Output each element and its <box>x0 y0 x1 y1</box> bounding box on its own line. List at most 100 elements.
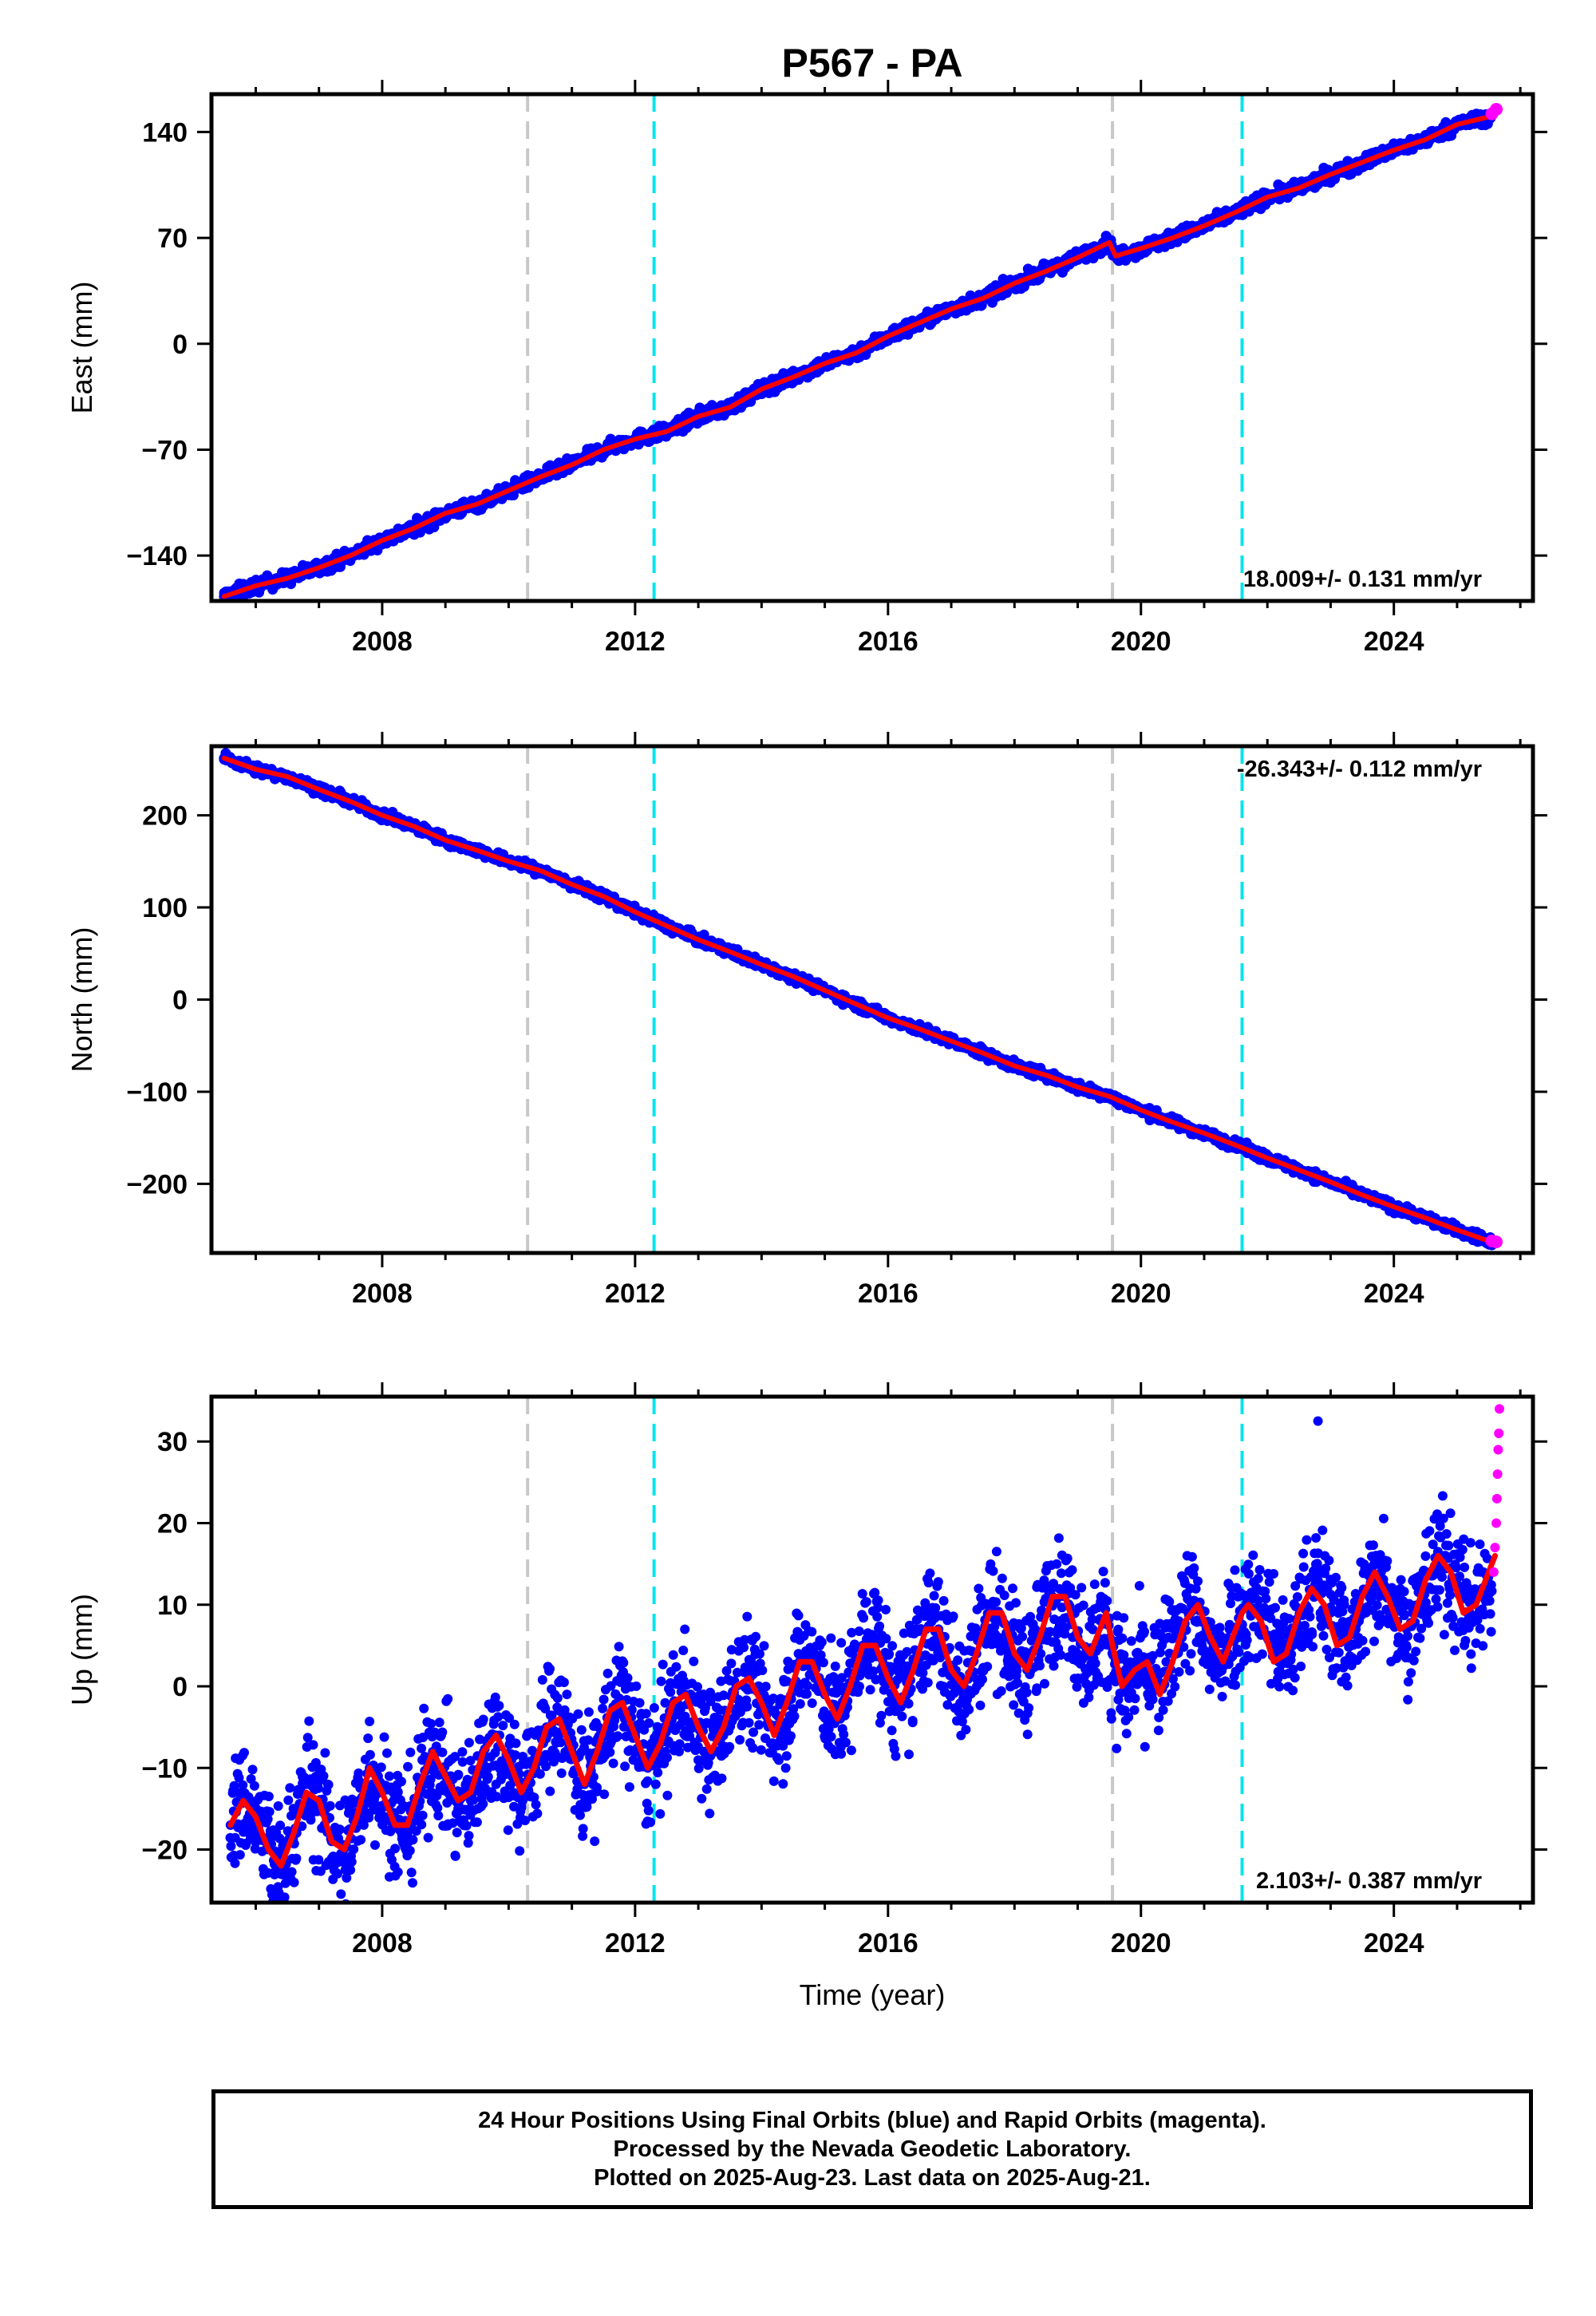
final-orbit-point <box>646 1817 656 1828</box>
final-orbit-point <box>453 1769 464 1780</box>
final-orbit-point <box>634 1697 645 1708</box>
final-orbit-point <box>649 1703 659 1713</box>
rapid-orbit-points <box>1485 102 1503 121</box>
final-orbit-point <box>286 1867 297 1877</box>
final-orbit-point <box>405 1845 415 1856</box>
final-orbit-point <box>576 1725 587 1735</box>
rapid-orbit-point <box>1490 1235 1503 1249</box>
final-orbit-point <box>504 1713 515 1723</box>
final-orbit-point <box>397 1777 406 1787</box>
final-orbit-point <box>478 1799 488 1809</box>
final-orbit-point <box>390 1844 401 1854</box>
x-tick-label: 2008 <box>352 626 413 657</box>
velocity-rate-label: 18.009+/- 0.131 mm/yr <box>1243 567 1482 592</box>
final-orbit-point <box>562 1690 572 1700</box>
final-orbit-point <box>313 1783 323 1793</box>
final-orbit-point <box>582 1802 592 1812</box>
final-orbit-point <box>511 1738 521 1749</box>
final-orbit-point <box>674 1739 685 1749</box>
final-orbit-point <box>417 1810 428 1820</box>
final-orbit-point <box>535 1769 545 1779</box>
final-orbit-point <box>620 1761 630 1772</box>
final-orbit-point <box>590 1836 600 1847</box>
final-orbit-point <box>545 1664 555 1674</box>
y-tick-label: −100 <box>126 1077 188 1108</box>
final-orbit-point <box>320 1748 330 1758</box>
final-orbit-point <box>239 1748 249 1758</box>
final-orbit-point <box>626 1705 637 1715</box>
y-tick-label: 70 <box>157 223 188 254</box>
final-orbit-point <box>310 1757 321 1768</box>
final-orbit-point <box>356 1835 366 1845</box>
model-fit-line <box>221 111 1498 599</box>
final-orbit-point <box>325 1800 335 1811</box>
final-orbit-point <box>650 1779 661 1789</box>
final-orbit-point <box>318 1771 329 1781</box>
final-orbit-point <box>532 1808 543 1819</box>
final-orbit-point <box>379 1732 389 1742</box>
rapid-orbit-points <box>1485 1234 1503 1249</box>
final-orbit-point <box>483 1772 493 1782</box>
final-orbit-point <box>598 1694 609 1705</box>
final-orbit-point <box>509 1801 519 1812</box>
final-orbit-point <box>622 1673 633 1683</box>
final-orbit-point <box>540 1704 551 1713</box>
final-orbit-point <box>434 1717 444 1728</box>
final-orbit-point <box>666 1687 676 1697</box>
final-orbit-point <box>417 1820 427 1830</box>
final-orbit-point <box>680 1624 690 1634</box>
final-orbit-point <box>452 1828 462 1838</box>
model-fit-line <box>221 756 1498 1245</box>
final-orbit-point <box>346 1865 356 1875</box>
plot-frame <box>209 92 1535 603</box>
final-orbit-point <box>382 1748 392 1758</box>
x-tick-label: 2020 <box>1111 1279 1171 1309</box>
final-orbit-point <box>426 1718 437 1729</box>
final-orbit-point <box>578 1824 588 1834</box>
final-orbit-point <box>289 1877 299 1887</box>
final-orbit-point <box>285 1783 295 1793</box>
final-orbit-point <box>349 1844 359 1855</box>
final-orbit-point <box>599 1789 610 1800</box>
x-tick-label: 2012 <box>605 626 666 657</box>
final-orbit-point <box>682 1742 693 1753</box>
final-orbit-point <box>624 1782 634 1792</box>
final-orbit-point <box>393 1787 403 1797</box>
final-orbit-point <box>643 1805 654 1816</box>
final-orbit-point <box>461 1820 472 1831</box>
final-orbit-point <box>342 1873 352 1883</box>
final-orbit-point <box>608 1758 618 1769</box>
final-orbit-point <box>263 1814 273 1824</box>
final-orbit-point <box>393 1867 403 1877</box>
final-orbit-point <box>613 1731 623 1741</box>
final-orbit-point <box>437 1747 448 1757</box>
final-orbit-point <box>370 1840 380 1850</box>
final-orbit-point <box>385 1771 394 1781</box>
x-tick-label: 2024 <box>1364 1279 1424 1309</box>
final-orbit-point <box>408 1835 418 1845</box>
final-orbit-point <box>406 1867 417 1878</box>
final-orbit-point <box>333 1868 343 1879</box>
final-orbit-point <box>465 1756 476 1766</box>
final-orbit-point <box>662 1753 672 1763</box>
final-orbit-point <box>541 1761 551 1772</box>
final-orbit-point <box>671 1662 681 1672</box>
velocity-rate-label: -26.343+/- 0.112 mm/yr <box>1237 757 1482 782</box>
final-orbit-point <box>346 1856 357 1867</box>
plot-area <box>225 1397 1505 1903</box>
final-orbit-point <box>472 1817 482 1828</box>
final-orbit-point <box>509 1719 519 1729</box>
final-orbit-point <box>275 1820 286 1831</box>
final-orbit-point <box>443 1694 453 1704</box>
final-orbit-point <box>655 1808 666 1819</box>
final-orbit-point <box>556 1768 567 1778</box>
y-tick-label: 100 <box>142 893 188 923</box>
final-orbit-point <box>363 1733 373 1744</box>
y-tick-label: −200 <box>126 1169 188 1199</box>
final-orbit-point <box>605 1747 615 1757</box>
x-tick-label: 2024 <box>1364 626 1424 657</box>
final-orbit-point <box>578 1831 588 1841</box>
final-orbit-point <box>433 1803 443 1813</box>
